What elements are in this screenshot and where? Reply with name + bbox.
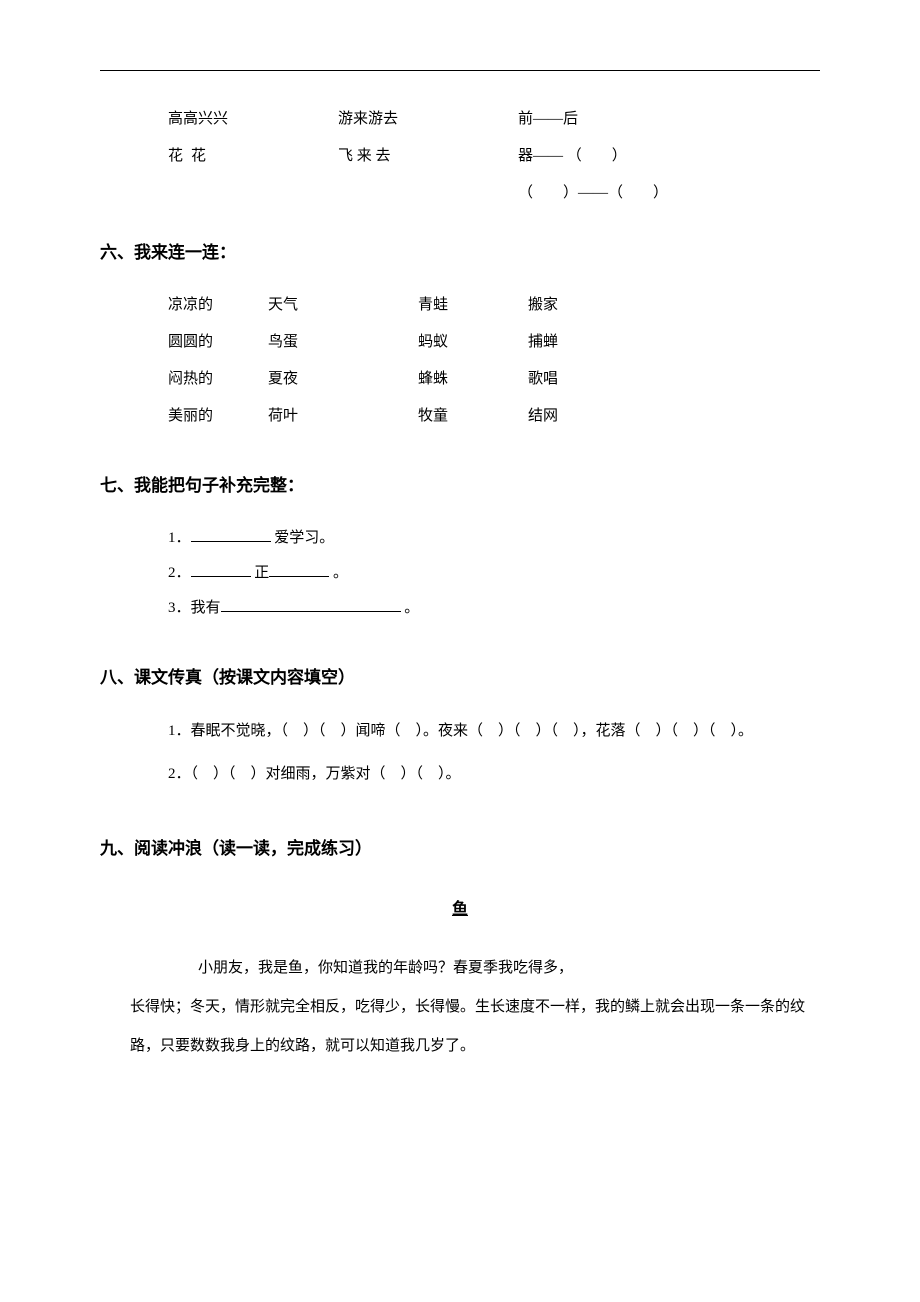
header-divider bbox=[100, 70, 820, 71]
m-3-2: 牧童 bbox=[418, 404, 528, 425]
section8-title: 八、课文传真（按课文内容填空） bbox=[100, 663, 820, 688]
section7-title: 七、我能把句子补充完整： bbox=[100, 471, 820, 496]
s2-prefix: 2． bbox=[168, 565, 191, 581]
m-2-2: 蜂蛛 bbox=[418, 367, 528, 388]
blank-2b[interactable] bbox=[269, 576, 329, 577]
m-1-3: 捕蝉 bbox=[528, 330, 628, 351]
blank-3[interactable] bbox=[221, 611, 401, 612]
section9-title: 九、阅读冲浪（读一读，完成练习） bbox=[100, 834, 820, 859]
blank-2a[interactable] bbox=[191, 576, 251, 577]
ex-r2c1: 花花 bbox=[168, 144, 338, 165]
ex-r3c3: （ ）——（ ） bbox=[518, 181, 698, 202]
m-0-2: 青蛙 bbox=[418, 293, 528, 314]
m-3-1: 荷叶 bbox=[268, 404, 418, 425]
ex-r3c1 bbox=[168, 181, 338, 202]
ex-r1c3: 前——后 bbox=[518, 107, 698, 128]
m-2-3: 歌唱 bbox=[528, 367, 628, 388]
m-3-3: 结网 bbox=[528, 404, 628, 425]
fill-line-2: 2．（ ）（ ）对细雨，万紫对（ ）（ ）。 bbox=[100, 761, 820, 788]
s2-suffix: 。 bbox=[329, 565, 348, 581]
m-2-0: 闷热的 bbox=[168, 367, 268, 388]
m-0-1: 天气 bbox=[268, 293, 418, 314]
match-row-1: 圆圆的 鸟蛋 蚂蚁 捕蝉 bbox=[100, 330, 820, 351]
s2-mid: 正 bbox=[251, 565, 270, 581]
example-row-2: 花花 飞 来 去 器—— （ ） bbox=[100, 144, 820, 165]
match-row-2: 闷热的 夏夜 蜂蛛 歌唱 bbox=[100, 367, 820, 388]
ex-r1c1: 高高兴兴 bbox=[168, 107, 338, 128]
m-2-1: 夏夜 bbox=[268, 367, 418, 388]
ex-r3c2 bbox=[338, 181, 518, 202]
m-1-0: 圆圆的 bbox=[168, 330, 268, 351]
s3-suffix: 。 bbox=[401, 600, 420, 616]
match-row-0: 凉凉的 天气 青蛙 搬家 bbox=[100, 293, 820, 314]
match-row-3: 美丽的 荷叶 牧童 结网 bbox=[100, 404, 820, 425]
m-0-3: 搬家 bbox=[528, 293, 628, 314]
sentence-2: 2． 正 。 bbox=[100, 561, 820, 582]
blank-1[interactable] bbox=[191, 541, 271, 542]
s3-prefix: 3．我有 bbox=[168, 600, 221, 616]
m-1-1: 鸟蛋 bbox=[268, 330, 418, 351]
s1-prefix: 1． bbox=[168, 530, 191, 546]
ex-r1c2: 游来游去 bbox=[338, 107, 518, 128]
sentence-3: 3．我有 。 bbox=[100, 596, 820, 617]
m-1-2: 蚂蚁 bbox=[418, 330, 528, 351]
section6-title: 六、我来连一连： bbox=[100, 238, 820, 263]
reading-p2: 长得快；冬天，情形就完全相反，吃得少，长得慢。生长速度不一样，我的鳞上就会出现一… bbox=[100, 988, 820, 1066]
ex-r2c3: 器—— （ ） bbox=[518, 144, 698, 165]
m-3-0: 美丽的 bbox=[168, 404, 268, 425]
sentence-1: 1． 爱学习。 bbox=[100, 526, 820, 547]
m-0-0: 凉凉的 bbox=[168, 293, 268, 314]
article-title: 鱼 bbox=[100, 895, 820, 919]
ex-r2c2: 飞 来 去 bbox=[338, 144, 518, 165]
example-row-1: 高高兴兴 游来游去 前——后 bbox=[100, 107, 820, 128]
fill-line-1: 1．春眠不觉晓，（ ）（ ）闻啼（ ）。夜来（ ）（ ）（ ），花落（ ）（ ）… bbox=[100, 718, 820, 745]
s1-suffix: 爱学习。 bbox=[271, 530, 335, 546]
example-row-3: （ ）——（ ） bbox=[100, 181, 820, 202]
reading-p1: 小朋友，我是鱼，你知道我的年龄吗？春夏季我吃得多， bbox=[100, 949, 820, 988]
